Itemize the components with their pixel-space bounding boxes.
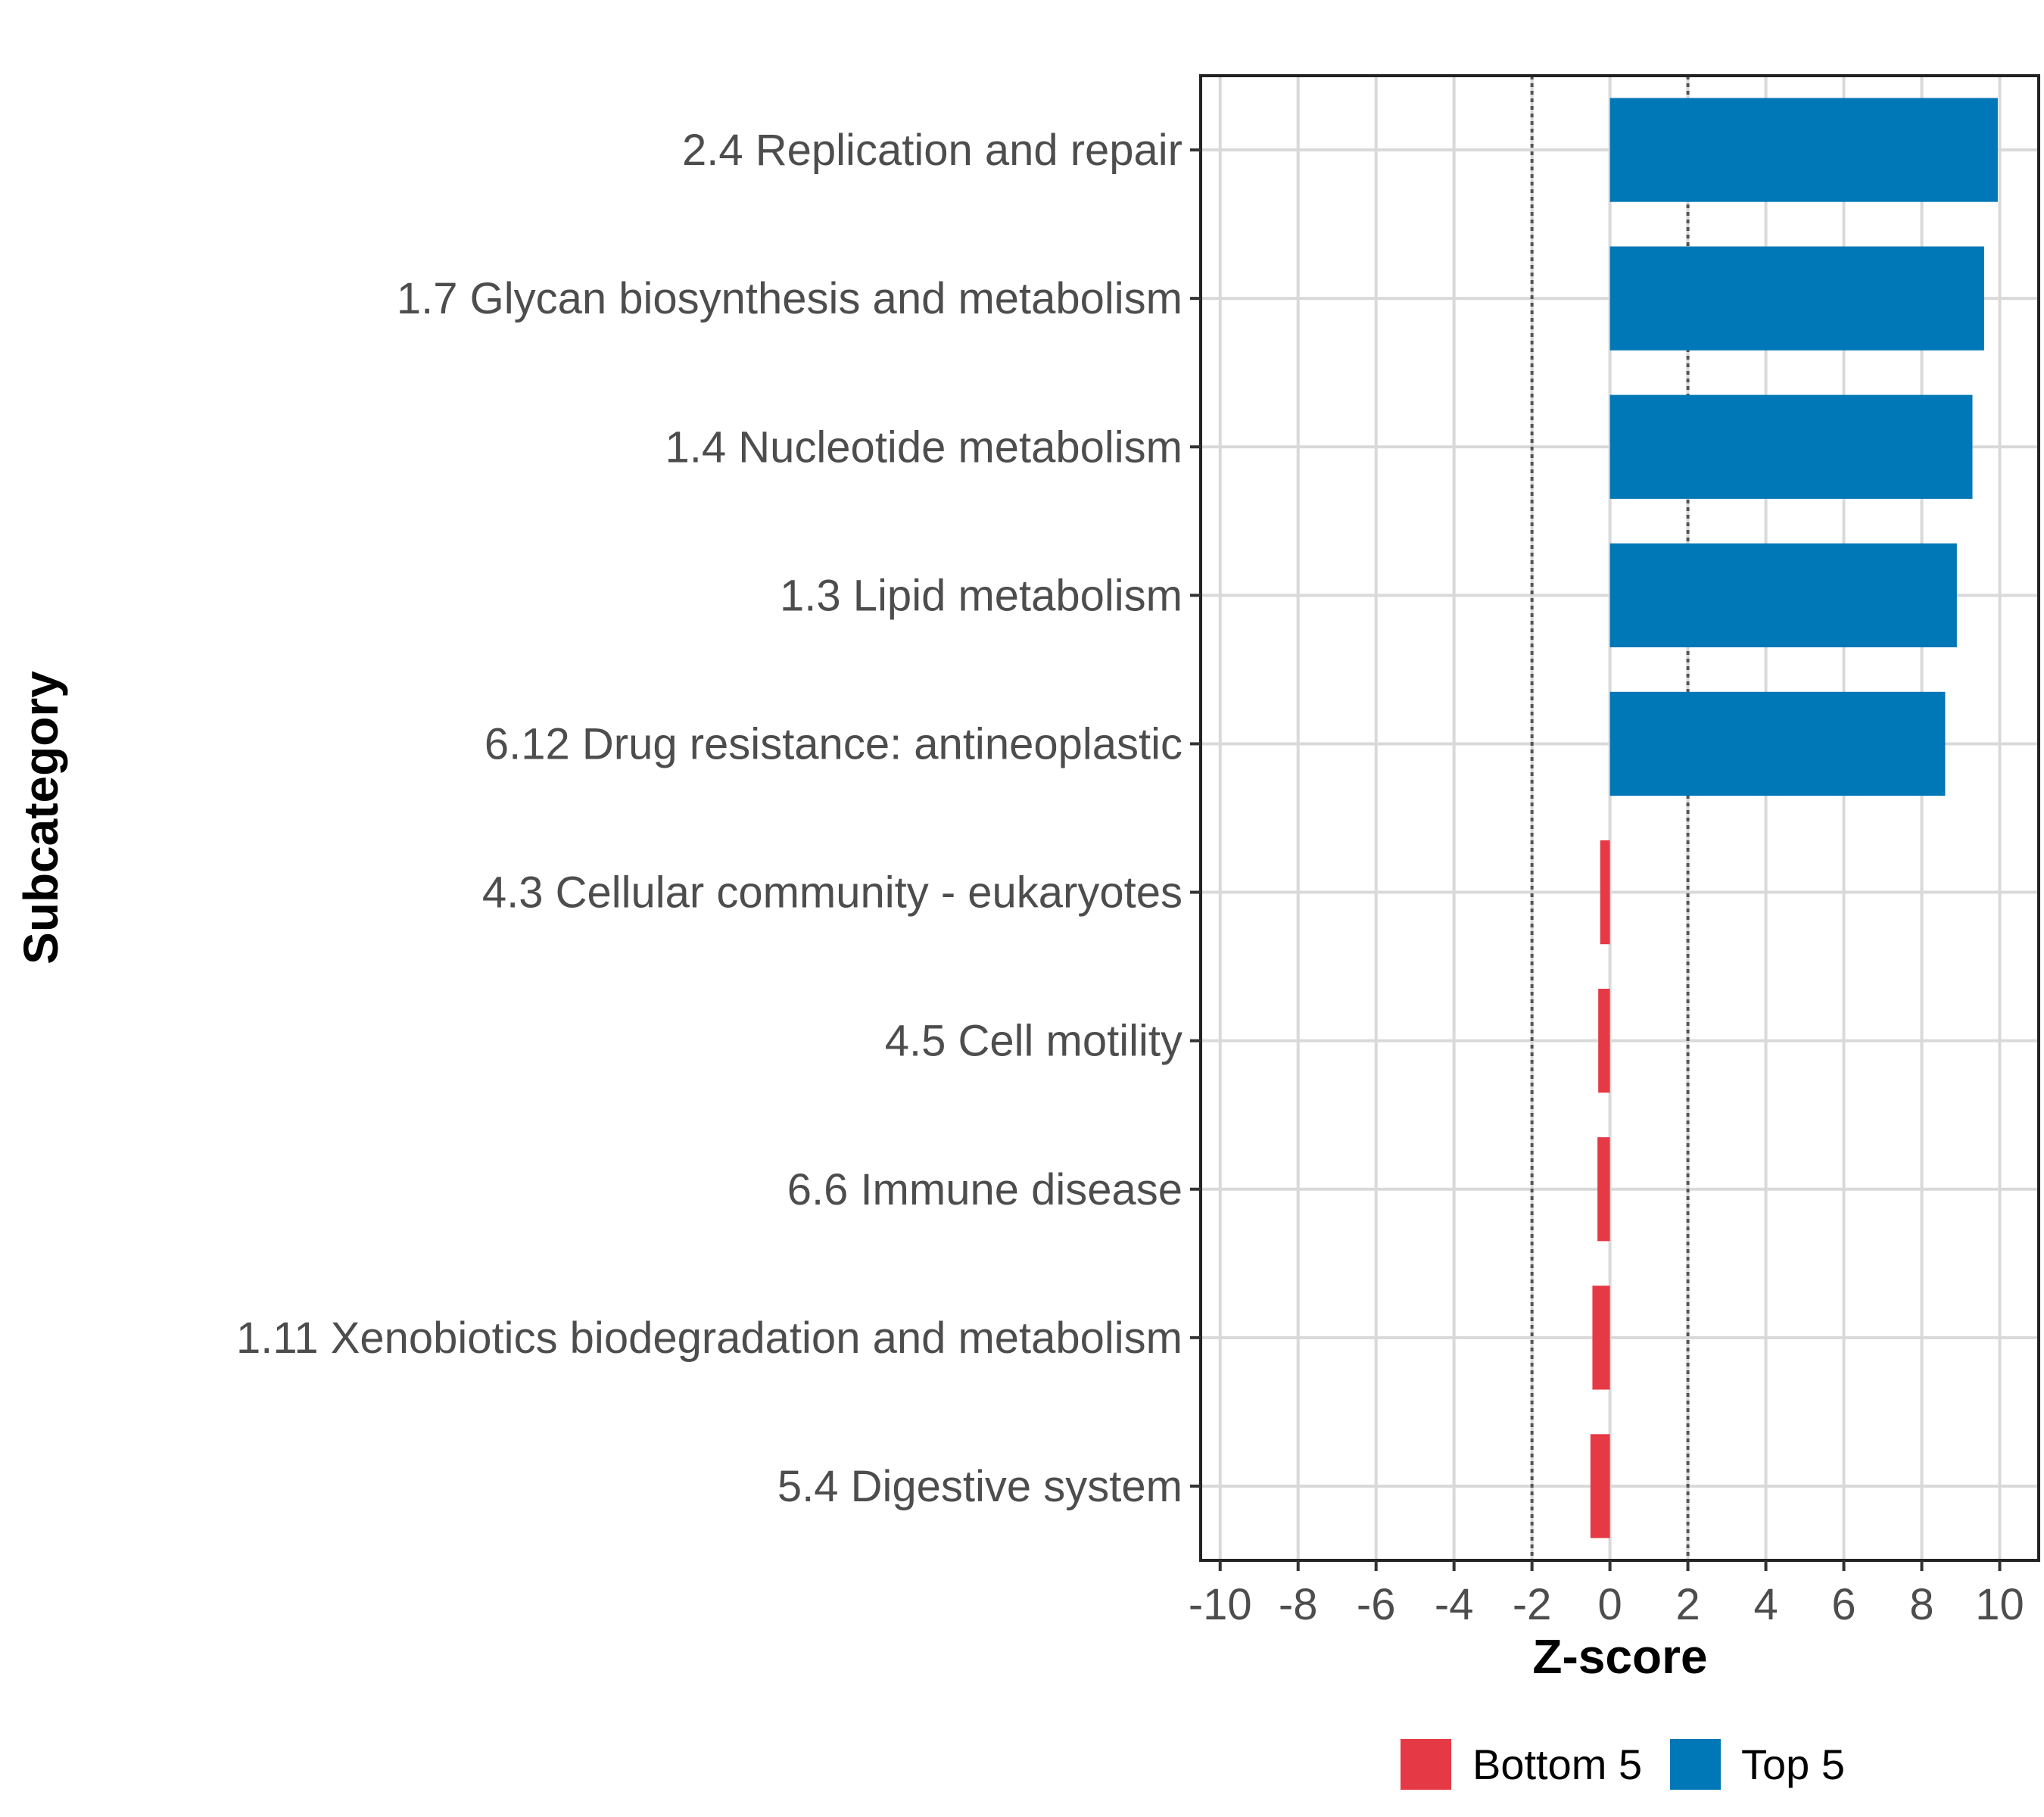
- y-tick-label: 6.12 Drug resistance: antineoplastic: [485, 719, 1182, 768]
- legend-key: [1670, 1739, 1721, 1790]
- y-tick-label: 6.6 Immune disease: [787, 1165, 1182, 1214]
- legend-label: Bottom 5: [1472, 1741, 1642, 1788]
- x-tick-label: 4: [1753, 1580, 1778, 1629]
- x-tick-label: -8: [1279, 1580, 1318, 1629]
- y-tick-label: 1.7 Glycan biosynthesis and metabolism: [397, 274, 1182, 323]
- x-tick-label: 2: [1675, 1580, 1700, 1629]
- x-tick-label: 0: [1597, 1580, 1622, 1629]
- bar: [1597, 1137, 1610, 1242]
- legend-label: Top 5: [1741, 1741, 1845, 1788]
- bar: [1600, 840, 1610, 945]
- reference-lines: [1530, 76, 1690, 1560]
- legend-key: [1401, 1739, 1451, 1790]
- y-axis-title: Subcategory: [14, 671, 68, 965]
- x-tick-label: 8: [1909, 1580, 1933, 1629]
- bar: [1609, 543, 1957, 647]
- bars: [1590, 98, 1998, 1538]
- y-tick-label: 1.3 Lipid metabolism: [780, 571, 1182, 620]
- bar: [1590, 1434, 1610, 1538]
- x-tick-label: 6: [1831, 1580, 1855, 1629]
- y-tick-label: 4.3 Cellular community - eukaryotes: [482, 868, 1182, 918]
- bar: [1609, 98, 1998, 202]
- y-tick-label: 2.4 Replication and repair: [682, 126, 1182, 175]
- plot-frame: [1199, 74, 2040, 1562]
- x-axis: -10 -8 -6 -4 -2 0 2 4 6 8 10: [1189, 1560, 2024, 1629]
- bar: [1592, 1286, 1610, 1390]
- x-tick-label: -6: [1357, 1580, 1396, 1629]
- x-tick-label: -10: [1189, 1580, 1252, 1629]
- bar: [1609, 246, 1984, 351]
- x-tick-label: -2: [1513, 1580, 1552, 1629]
- bar: [1609, 394, 1973, 499]
- x-tick-label: 10: [1975, 1580, 2024, 1629]
- y-tick-label: 1.4 Nucleotide metabolism: [665, 422, 1182, 472]
- legend: Bottom 5 Top 5: [1401, 1739, 1845, 1790]
- y-axis: 2.4 Replication and repair 1.7 Glycan bio…: [236, 126, 1201, 1511]
- bar: [1598, 989, 1610, 1093]
- x-axis-title: Z-score: [1532, 1629, 1707, 1684]
- x-tick-label: -4: [1435, 1580, 1474, 1629]
- y-tick-label: 4.5 Cell motility: [885, 1017, 1182, 1066]
- y-tick-label: 5.4 Digestive system: [777, 1462, 1182, 1511]
- bar: [1609, 691, 1946, 796]
- y-tick-label: 1.11 Xenobiotics biodegradation and meta…: [236, 1314, 1182, 1363]
